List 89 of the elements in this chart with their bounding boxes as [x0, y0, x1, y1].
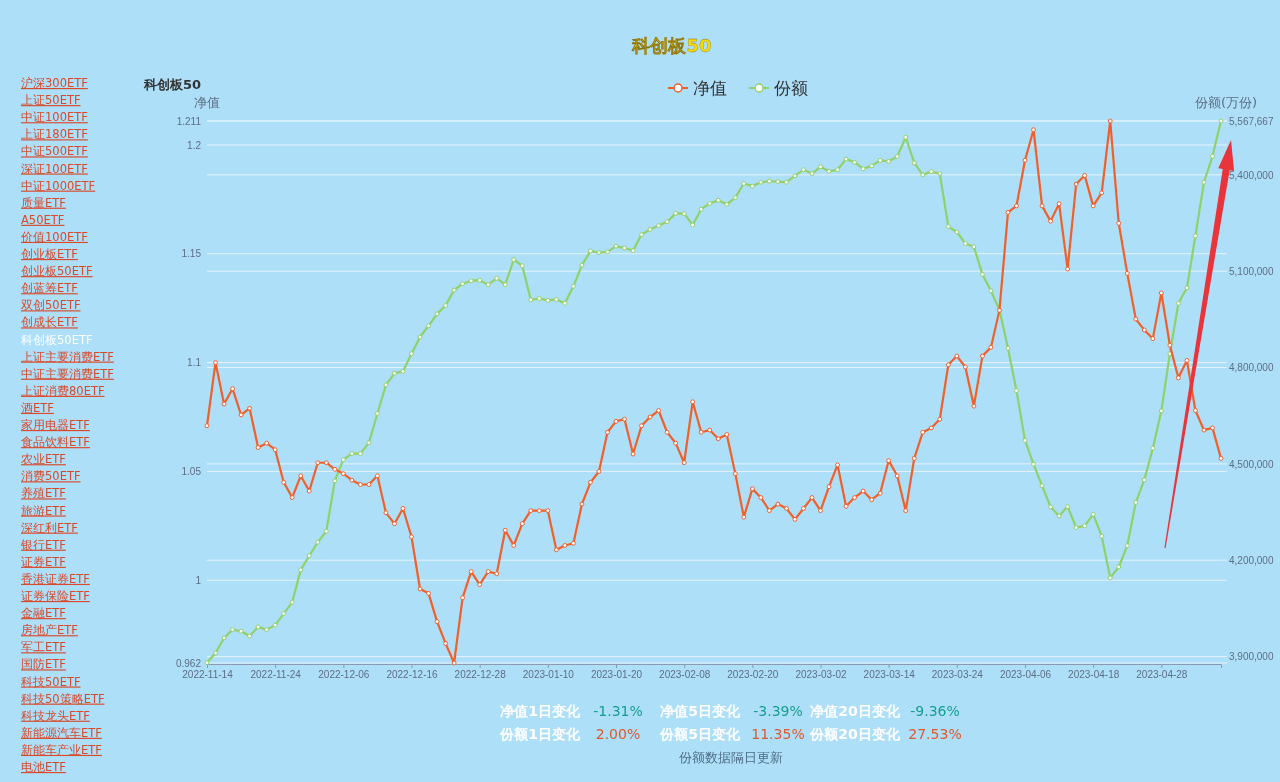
text: 银行ETF: [20, 537, 66, 552]
y-axis-title: 净值: [194, 95, 220, 110]
text: 科技50策略ETF: [21, 691, 105, 706]
text: -3.39%: [753, 703, 803, 719]
y-tick-label: 1.211: [176, 115, 202, 127]
text: 双创50ETF: [21, 298, 81, 313]
y2-tick-label: 5,400,000: [1229, 169, 1274, 181]
text: 军工ETF: [21, 640, 66, 655]
text: 证券保险ETF: [21, 589, 90, 603]
x-tick-label: 2023-04-06: [999, 669, 1052, 681]
x-tick-label: 2023-03-24: [931, 669, 984, 681]
text: 创蓝筹ETF: [21, 281, 78, 296]
text: 2.00%: [595, 726, 641, 742]
text: 份额5日变化: [659, 726, 741, 742]
x-tick-label: 2023-02-08: [659, 669, 711, 681]
text: 上证50ETF: [21, 93, 81, 108]
text: 深证100ETF: [21, 161, 88, 176]
y2-axis-title: 份额(万份): [1194, 95, 1258, 110]
text: 香港证券ETF: [21, 571, 90, 586]
text: 沪深300ETF: [21, 76, 88, 90]
y-tick-label: 1.2: [187, 139, 202, 151]
text: 上证主要消费ETF: [21, 349, 114, 364]
text: 证券ETF: [21, 554, 66, 569]
y2-tick-label: 4,800,000: [1229, 362, 1274, 374]
text: 中证500ETF: [21, 144, 88, 159]
text: 旅游ETF: [21, 503, 66, 518]
text: 中证1000ETF: [21, 178, 96, 193]
y-tick-label: 0.962: [175, 657, 202, 669]
chart-title: 科创板50: [631, 35, 712, 56]
text: 酒ETF: [21, 400, 54, 415]
text: 农业ETF: [21, 452, 66, 467]
legend-label: 份额: [774, 78, 808, 98]
text: 中证100ETF: [21, 110, 88, 125]
text: 家用电器ETF: [21, 418, 90, 432]
x-tick-label: 2023-04-18: [1068, 669, 1120, 681]
text: 上证消费80ETF: [21, 383, 105, 398]
x-tick-label: 2023-01-10: [522, 669, 575, 681]
x-tick-label: 2022-12-28: [454, 669, 507, 681]
text: 新能车产业ETF: [21, 742, 102, 757]
y2-tick-label: 5,100,000: [1229, 265, 1274, 277]
text: 养殖ETF: [21, 486, 66, 501]
x-tick-label: 2023-01-20: [590, 669, 643, 681]
text: 科创板50ETF: [21, 332, 93, 347]
chart-subtitle: 科创板50: [143, 77, 202, 92]
text: 份额1日变化: [499, 726, 581, 742]
text: 创业板50ETF: [21, 264, 93, 279]
text: 价值100ETF: [20, 229, 88, 244]
y-tick-label: 1.05: [181, 466, 202, 478]
text: 科技龙头ETF: [21, 708, 90, 723]
text: 份额20日变化: [809, 726, 901, 742]
text: 27.53%: [908, 726, 962, 742]
text: 金融ETF: [21, 606, 66, 621]
text: 消费50ETF: [21, 469, 81, 484]
text: 科技50ETF: [21, 674, 81, 689]
y-tick-label: 1: [195, 574, 202, 586]
x-tick-label: 2023-04-28: [1136, 669, 1188, 681]
y2-tick-label: 5,567,667: [1229, 115, 1274, 127]
x-tick-label: 2023-03-02: [795, 669, 848, 681]
text: 房地产ETF: [21, 623, 78, 638]
text: 11.35%: [751, 726, 805, 742]
x-tick-label: 2023-03-14: [863, 669, 916, 681]
text: 净值20日变化: [810, 703, 901, 719]
text: A50ETF: [21, 212, 65, 227]
x-tick-label: 2022-12-06: [318, 669, 370, 681]
y2-tick-label: 3,900,000: [1229, 651, 1274, 663]
text: 质量ETF: [21, 195, 66, 210]
text: 份额数据隔日更新: [679, 750, 783, 765]
text: -1.31%: [593, 703, 643, 719]
x-tick-label: 2022-11-24: [250, 669, 302, 681]
y-tick-label: 1.15: [181, 248, 202, 260]
legend-label: 净值: [693, 78, 727, 98]
y2-tick-label: 4,200,000: [1229, 554, 1274, 566]
y2-tick-label: 4,500,000: [1229, 458, 1274, 470]
y-tick-label: 1.1: [187, 357, 202, 369]
text: 新能源汽车ETF: [21, 725, 102, 740]
text: -9.36%: [910, 703, 960, 719]
text: 深红利ETF: [21, 520, 78, 535]
text: 净值1日变化: [500, 703, 581, 719]
text: 电池ETF: [21, 760, 66, 774]
text: 创成长ETF: [21, 315, 78, 330]
text: 国防ETF: [21, 657, 66, 672]
text: 创业板ETF: [21, 247, 78, 261]
text: 上证180ETF: [21, 127, 88, 142]
x-tick-label: 2022-11-14: [182, 669, 234, 681]
text: 净值5日变化: [660, 703, 741, 719]
text: 食品饮料ETF: [21, 435, 90, 450]
text: 中证主要消费ETF: [21, 366, 114, 381]
x-tick-label: 2022-12-16: [386, 669, 439, 681]
x-tick-label: 2023-02-20: [727, 669, 779, 681]
